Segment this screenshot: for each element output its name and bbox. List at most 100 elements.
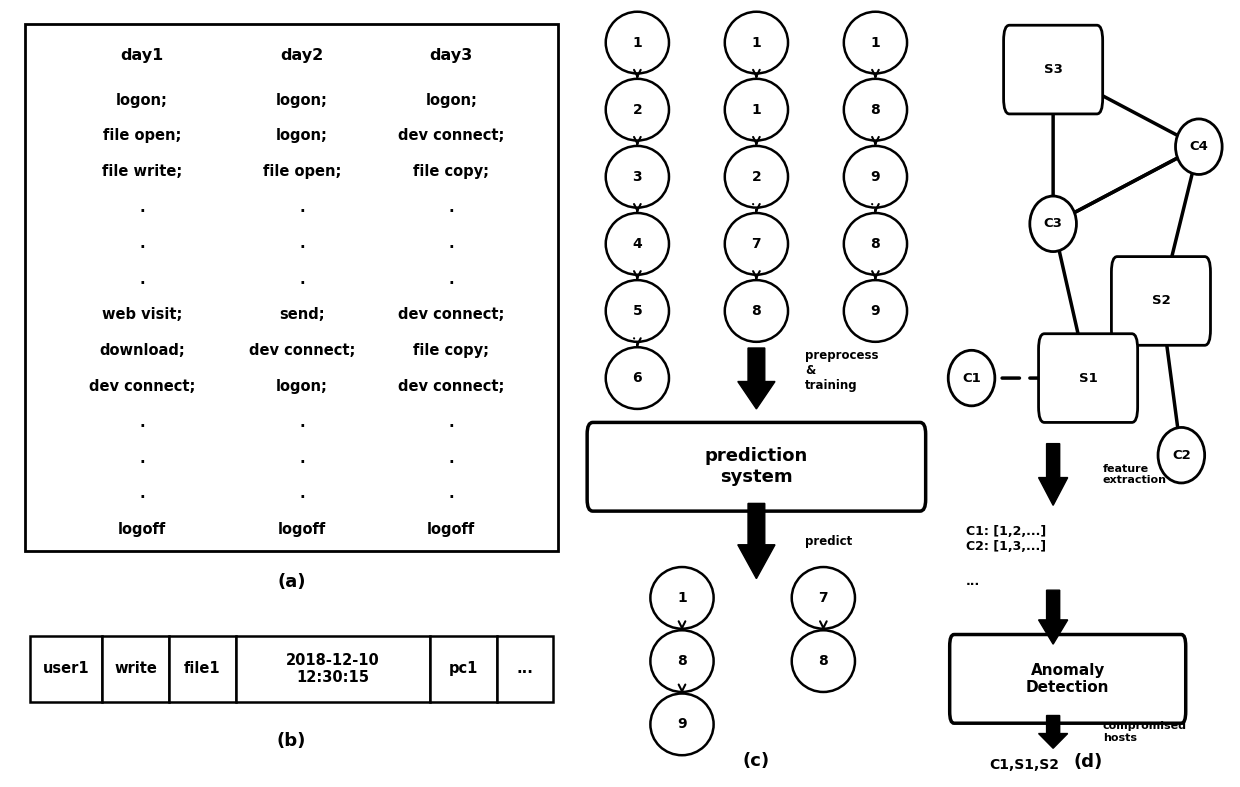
Text: web visit;: web visit; xyxy=(102,308,182,323)
Text: 8: 8 xyxy=(677,654,687,668)
Ellipse shape xyxy=(650,567,714,629)
Text: 9: 9 xyxy=(870,170,880,184)
Ellipse shape xyxy=(843,12,906,73)
Ellipse shape xyxy=(605,347,670,409)
Text: .: . xyxy=(139,415,145,430)
Text: feature
extraction: feature extraction xyxy=(1102,464,1167,486)
Text: .: . xyxy=(299,451,305,466)
Text: logon;: logon; xyxy=(277,128,329,143)
Text: logon;: logon; xyxy=(117,93,169,108)
Text: logoff: logoff xyxy=(118,523,166,538)
Text: (d): (d) xyxy=(1074,753,1102,771)
Text: day3: day3 xyxy=(430,48,472,63)
Ellipse shape xyxy=(724,79,789,141)
Text: 1: 1 xyxy=(632,35,642,50)
Text: 6: 6 xyxy=(632,371,642,385)
Text: 2018-12-10
12:30:15: 2018-12-10 12:30:15 xyxy=(286,652,379,685)
Ellipse shape xyxy=(843,79,906,141)
Text: dev connect;: dev connect; xyxy=(398,379,505,394)
Text: (b): (b) xyxy=(277,733,306,750)
Text: .: . xyxy=(139,236,145,251)
Text: 4: 4 xyxy=(632,237,642,251)
Text: .: . xyxy=(299,486,305,501)
Text: logon;: logon; xyxy=(277,93,329,108)
Text: S2: S2 xyxy=(1152,294,1171,308)
FancyBboxPatch shape xyxy=(1039,334,1137,423)
Bar xyxy=(497,636,553,702)
Bar xyxy=(430,636,497,702)
Text: C1: [1,2,...]
C2: [1,3,...]: C1: [1,2,...] C2: [1,3,...] xyxy=(966,525,1047,552)
Text: 1: 1 xyxy=(751,102,761,116)
Text: 9: 9 xyxy=(870,304,880,318)
Ellipse shape xyxy=(605,12,670,73)
Text: file open;: file open; xyxy=(103,128,181,143)
Ellipse shape xyxy=(650,630,714,692)
Text: 9: 9 xyxy=(677,718,687,731)
Text: .: . xyxy=(449,200,454,215)
Text: 1: 1 xyxy=(751,35,761,50)
Text: 5: 5 xyxy=(632,304,642,318)
Text: 8: 8 xyxy=(870,102,880,116)
Polygon shape xyxy=(1039,590,1068,644)
Ellipse shape xyxy=(605,213,670,275)
Ellipse shape xyxy=(605,79,670,141)
Text: S1: S1 xyxy=(1079,371,1097,385)
Ellipse shape xyxy=(791,567,856,629)
Ellipse shape xyxy=(605,146,670,208)
Ellipse shape xyxy=(724,146,789,208)
Text: file1: file1 xyxy=(185,661,221,677)
Polygon shape xyxy=(738,348,775,409)
Text: .: . xyxy=(299,236,305,251)
Text: .: . xyxy=(139,200,145,215)
Text: .: . xyxy=(139,272,145,286)
Ellipse shape xyxy=(724,12,789,73)
Text: .: . xyxy=(299,415,305,430)
Text: (c): (c) xyxy=(743,752,770,770)
Text: .: . xyxy=(449,272,454,286)
Text: 7: 7 xyxy=(818,591,828,605)
FancyBboxPatch shape xyxy=(950,634,1185,723)
FancyBboxPatch shape xyxy=(25,24,558,551)
Text: write: write xyxy=(114,661,157,677)
Ellipse shape xyxy=(791,630,856,692)
Polygon shape xyxy=(1039,444,1068,505)
Text: 3: 3 xyxy=(632,170,642,184)
Text: 2: 2 xyxy=(751,170,761,184)
Text: 2: 2 xyxy=(632,102,642,116)
Text: C2: C2 xyxy=(1172,449,1190,462)
Bar xyxy=(103,636,169,702)
Text: ...: ... xyxy=(516,661,533,677)
Text: C1: C1 xyxy=(962,371,981,385)
Text: dev connect;: dev connect; xyxy=(398,308,505,323)
Text: logon;: logon; xyxy=(277,379,329,394)
Text: C1,S1,S2: C1,S1,S2 xyxy=(990,758,1059,771)
Text: user1: user1 xyxy=(43,661,89,677)
Text: 1: 1 xyxy=(677,591,687,605)
Ellipse shape xyxy=(724,213,789,275)
Ellipse shape xyxy=(1158,427,1204,483)
Ellipse shape xyxy=(1176,119,1223,175)
Text: 8: 8 xyxy=(870,237,880,251)
Text: 8: 8 xyxy=(818,654,828,668)
Ellipse shape xyxy=(843,213,906,275)
Text: prediction
system: prediction system xyxy=(704,447,808,486)
Text: (a): (a) xyxy=(278,574,305,591)
Text: dev connect;: dev connect; xyxy=(89,379,195,394)
Text: .: . xyxy=(139,451,145,466)
Text: S3: S3 xyxy=(1044,63,1063,76)
FancyBboxPatch shape xyxy=(1111,257,1210,345)
Text: day1: day1 xyxy=(120,48,164,63)
Text: logoff: logoff xyxy=(278,523,326,538)
Ellipse shape xyxy=(843,280,906,342)
Polygon shape xyxy=(738,504,775,578)
Text: C4: C4 xyxy=(1189,140,1208,153)
Text: dev connect;: dev connect; xyxy=(249,343,355,358)
Bar xyxy=(169,636,236,702)
Text: pc1: pc1 xyxy=(449,661,479,677)
Text: .: . xyxy=(299,200,305,215)
Text: .: . xyxy=(449,486,454,501)
Polygon shape xyxy=(1039,715,1068,748)
Text: dev connect;: dev connect; xyxy=(398,128,505,143)
Text: .: . xyxy=(139,486,145,501)
Text: file write;: file write; xyxy=(102,164,182,179)
